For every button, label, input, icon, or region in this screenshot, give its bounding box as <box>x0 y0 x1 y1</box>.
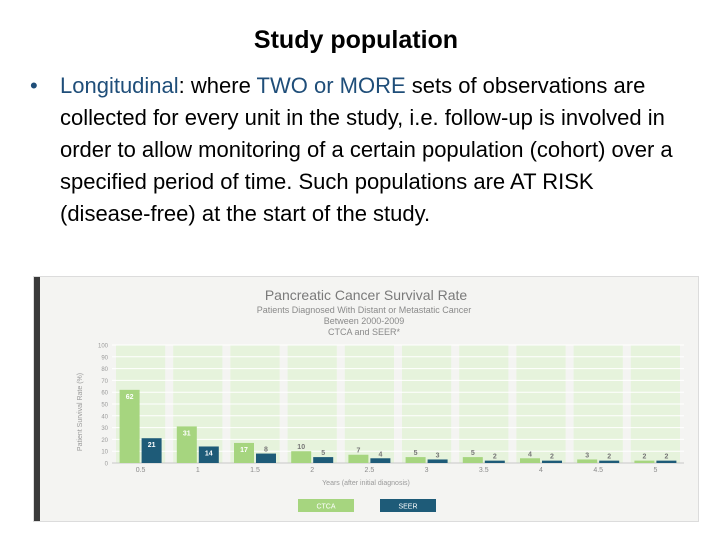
y-tick-label: 10 <box>101 450 108 456</box>
x-axis-label: Years (after initial diagnosis) <box>322 480 410 487</box>
bullet-term: Longitudinal <box>60 73 179 98</box>
y-axis-label: Patient Survival Rate (%) <box>77 373 84 451</box>
bullet-paragraph: • Longitudinal: where TWO or MORE sets o… <box>30 70 690 230</box>
x-tick-label: 4 <box>539 467 543 474</box>
y-tick-label: 100 <box>98 344 109 350</box>
bar-seer <box>256 453 276 463</box>
slide-title: Study population <box>253 26 459 54</box>
chart-frame-edge <box>34 277 40 521</box>
x-tick-label: 2.5 <box>365 467 375 474</box>
legend-label-ctca: CTCA <box>316 504 335 511</box>
bar-seer <box>656 460 677 463</box>
y-tick-label: 80 <box>101 367 108 373</box>
bar-seer <box>198 446 219 463</box>
bar-ctca <box>348 454 369 463</box>
data-label-ctca: 4 <box>528 451 532 458</box>
x-tick-label: 5 <box>653 467 657 474</box>
chart-subtitle-line: Patients Diagnosed With Distant or Metas… <box>257 305 472 315</box>
data-label-ctca: 62 <box>126 394 134 401</box>
bar-seer <box>484 460 505 463</box>
bar-seer <box>370 458 391 463</box>
legend-swatch-seer <box>380 499 436 512</box>
data-label-ctca: 5 <box>471 450 475 457</box>
x-tick-label: 4.5 <box>593 467 603 474</box>
chart-title: Pancreatic Cancer Survival Rate <box>265 287 468 303</box>
y-tick-label: 30 <box>101 426 108 432</box>
data-label-seer: 8 <box>264 447 268 454</box>
bar-seer <box>427 459 448 463</box>
data-label-seer: 2 <box>664 454 668 461</box>
x-tick-label: 1 <box>196 467 200 474</box>
y-tick-label: 40 <box>101 414 108 420</box>
bullet-text: Longitudinal: where TWO or MORE sets of … <box>60 70 690 230</box>
legend-swatch-ctca <box>298 499 354 512</box>
bar-ctca <box>634 460 655 463</box>
data-label-ctca: 17 <box>240 447 248 454</box>
data-label-ctca: 7 <box>356 448 360 455</box>
bar-ctca <box>234 442 254 463</box>
data-label-ctca: 10 <box>297 444 305 451</box>
data-label-seer: 14 <box>205 450 213 457</box>
bar-ctca <box>577 459 598 463</box>
bar-seer <box>313 457 334 463</box>
x-tick-label: 2 <box>310 467 314 474</box>
x-tick-label: 1.5 <box>250 467 260 474</box>
bar-ctca <box>291 451 312 463</box>
chart-subtitle-line: Between 2000-2009 <box>324 316 405 326</box>
bullet-dot-icon: • <box>30 73 38 98</box>
data-label-seer: 2 <box>607 454 611 461</box>
data-label-seer: 4 <box>378 451 382 458</box>
bar-ctca <box>176 426 197 463</box>
chart-subtitle-line: CTCA and SEER* <box>328 327 401 337</box>
data-label-seer: 2 <box>493 454 497 461</box>
bar-ctca <box>520 458 540 463</box>
x-tick-label: 3 <box>425 467 429 474</box>
y-tick-label: 0 <box>105 462 109 468</box>
data-label-seer: 21 <box>148 442 156 449</box>
bar-ctca <box>405 457 426 463</box>
x-tick-label: 0.5 <box>136 467 146 474</box>
bullet-text-1: : where <box>178 73 257 98</box>
bar-seer <box>599 460 620 463</box>
data-label-ctca: 31 <box>183 430 191 437</box>
data-label-seer: 5 <box>321 450 325 457</box>
y-tick-label: 20 <box>101 438 108 444</box>
y-tick-label: 70 <box>101 379 108 385</box>
y-tick-label: 50 <box>101 403 108 409</box>
y-tick-label: 90 <box>101 355 108 361</box>
bar-seer <box>141 438 162 463</box>
bullet-text-2: sets of observations are collected for e… <box>60 73 673 226</box>
legend-label-seer: SEER <box>398 504 417 511</box>
bar-seer <box>542 460 562 463</box>
survival-chart: Pancreatic Cancer Survival Rate Patients… <box>77 287 684 512</box>
data-label-seer: 2 <box>550 454 554 461</box>
chart-legend: CTCA SEER <box>298 499 436 512</box>
data-label-seer: 3 <box>436 452 440 459</box>
y-tick-label: 60 <box>101 391 108 397</box>
chart-image: Pancreatic Cancer Survival Rate Patients… <box>33 276 699 522</box>
data-label-ctca: 3 <box>585 452 589 459</box>
data-label-ctca: 2 <box>642 454 646 461</box>
bar-ctca <box>119 389 140 463</box>
bullet-highlight: TWO or MORE <box>256 73 406 98</box>
data-label-ctca: 5 <box>414 450 418 457</box>
x-tick-label: 3.5 <box>479 467 489 474</box>
bar-ctca <box>462 457 483 463</box>
